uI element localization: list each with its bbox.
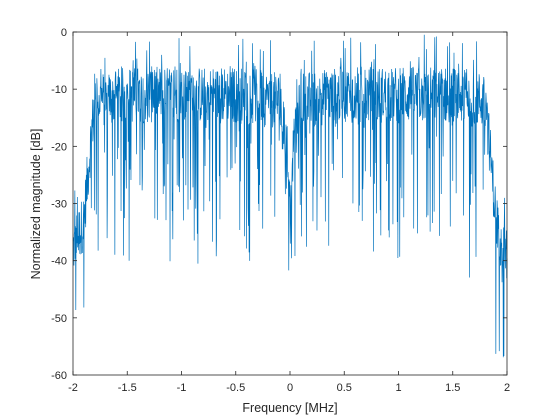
y-tick-label: -30	[51, 199, 67, 211]
x-tick-label: 1.5	[445, 382, 460, 394]
y-tick-label: -10	[51, 84, 67, 96]
y-axis-ticks: -60 -50 -40 -30 -20 -10 0	[51, 27, 507, 382]
y-tick-label: 0	[61, 27, 67, 39]
x-axis-label: Frequency [MHz]	[242, 401, 337, 415]
x-tick-label: 0.5	[337, 382, 352, 394]
spectrum-series-line	[72, 34, 508, 358]
y-tick-label: -20	[51, 141, 67, 153]
y-tick-label: -40	[51, 256, 67, 268]
x-tick-label: -1.5	[118, 382, 137, 394]
spectrum-trace-layer	[72, 34, 508, 358]
y-tick-label: -60	[51, 370, 67, 382]
x-tick-label: 1	[395, 382, 401, 394]
x-tick-label: 0	[287, 382, 293, 394]
x-tick-label: -2	[68, 382, 78, 394]
x-tick-label: -0.5	[226, 382, 245, 394]
x-tick-label: -1	[177, 382, 187, 394]
x-axis-ticks: -2 -1.5 -1 -0.5 0 0.5 1 1.5 2	[68, 32, 510, 394]
y-tick-label: -50	[51, 313, 67, 325]
x-tick-label: 2	[504, 382, 510, 394]
y-axis-label: Normalized magnitude [dB]	[29, 129, 43, 280]
